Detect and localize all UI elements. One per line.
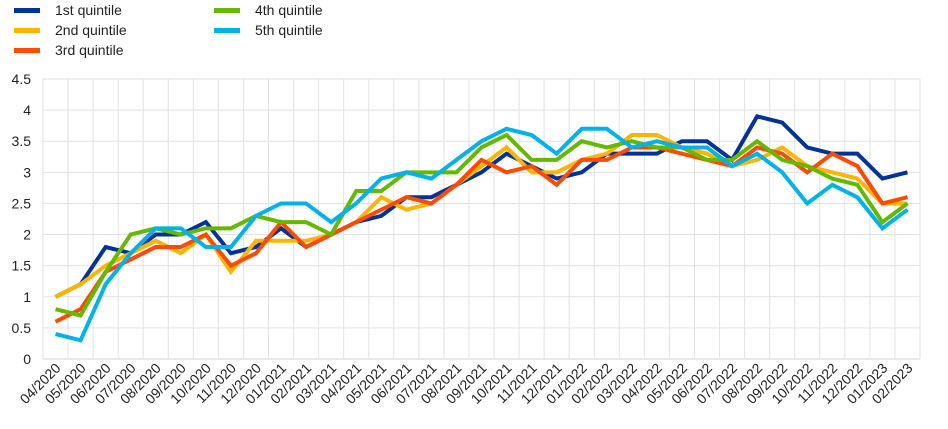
y-tick-label: 3.5 bbox=[12, 133, 32, 149]
legend-swatch bbox=[214, 7, 240, 13]
legend-label: 1st quintile bbox=[55, 2, 122, 18]
series-line-5 bbox=[55, 126, 909, 343]
legend-swatch bbox=[14, 7, 40, 13]
legend-item: 2nd quintile bbox=[14, 20, 214, 40]
legend-label: 3rd quintile bbox=[55, 42, 124, 58]
y-tick-label: 4.5 bbox=[12, 71, 32, 87]
y-tick-label: 0.5 bbox=[12, 320, 32, 336]
legend-swatch bbox=[14, 47, 40, 53]
legend-item: 4th quintile bbox=[214, 0, 414, 20]
legend-item: 5th quintile bbox=[214, 20, 414, 40]
series-line-4 bbox=[55, 132, 909, 318]
y-tick-label: 4 bbox=[23, 102, 31, 118]
legend-swatch bbox=[14, 27, 40, 33]
legend: 1st quintile 2nd quintile 3rd quintile 4… bbox=[14, 0, 414, 60]
series-line-1 bbox=[54, 114, 908, 299]
legend-label: 4th quintile bbox=[255, 2, 323, 18]
legend-label: 5th quintile bbox=[255, 22, 323, 38]
y-tick-label: 1 bbox=[23, 289, 31, 305]
y-tick-label: 0 bbox=[23, 351, 31, 367]
legend-label: 2nd quintile bbox=[55, 22, 127, 38]
legend-swatch bbox=[214, 27, 240, 33]
y-tick-label: 2 bbox=[23, 227, 31, 243]
y-tick-label: 3 bbox=[23, 164, 31, 180]
y-tick-label: 1.5 bbox=[12, 258, 32, 274]
legend-item: 3rd quintile bbox=[14, 40, 214, 60]
legend-item: 1st quintile bbox=[14, 0, 214, 20]
y-tick-label: 2.5 bbox=[12, 195, 32, 211]
